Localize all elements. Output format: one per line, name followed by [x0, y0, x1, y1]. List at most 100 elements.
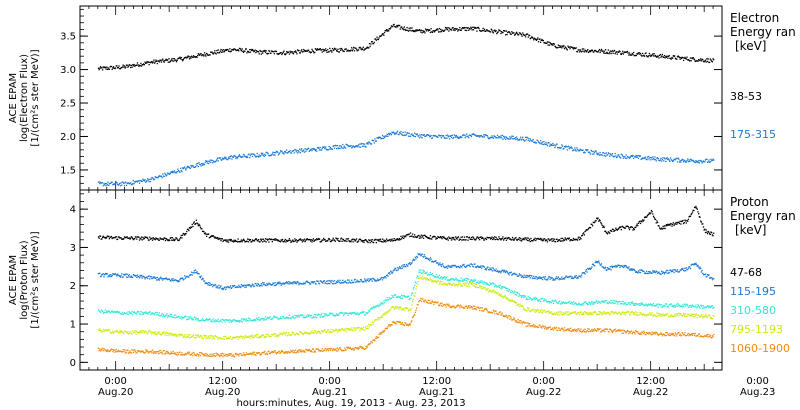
data-point — [433, 261, 435, 263]
data-point — [656, 157, 659, 159]
data-point — [472, 265, 474, 268]
data-point — [576, 303, 579, 306]
data-point — [580, 235, 583, 237]
data-point — [497, 239, 499, 241]
data-point — [615, 51, 618, 53]
data-point — [164, 278, 167, 280]
data-point — [537, 299, 539, 302]
data-point — [303, 48, 305, 51]
data-point — [219, 286, 221, 288]
data-point — [241, 285, 243, 287]
data-point — [186, 57, 188, 59]
data-point — [425, 30, 427, 32]
data-point — [713, 278, 715, 280]
data-point — [604, 155, 607, 157]
data-point — [292, 281, 295, 284]
data-point — [439, 135, 441, 137]
data-point — [646, 55, 648, 57]
data-point — [407, 263, 410, 265]
data-point — [254, 49, 256, 51]
data-point — [368, 280, 370, 283]
data-point — [131, 183, 133, 186]
data-point — [203, 233, 206, 235]
data-point — [362, 239, 364, 242]
data-point — [592, 51, 594, 53]
data-point — [320, 240, 323, 242]
data-point — [305, 281, 307, 283]
data-point — [713, 159, 715, 161]
data-point — [442, 30, 445, 32]
data-point — [436, 276, 438, 278]
data-point — [498, 29, 500, 31]
data-point — [249, 285, 252, 287]
data-point — [620, 265, 622, 267]
data-point — [704, 59, 707, 61]
data-point — [705, 306, 707, 308]
data-point — [251, 155, 254, 158]
data-point — [169, 173, 171, 175]
data-point — [498, 237, 501, 240]
data-point — [372, 277, 374, 280]
data-point — [166, 238, 168, 241]
data-point — [345, 48, 347, 50]
data-point — [279, 52, 281, 54]
data-point — [179, 171, 181, 173]
data-point — [275, 50, 277, 52]
data-point — [504, 270, 506, 273]
data-point — [227, 285, 229, 288]
data-point — [126, 182, 128, 185]
data-point — [162, 315, 164, 318]
data-point — [217, 49, 219, 51]
data-point — [535, 276, 537, 278]
data-point — [674, 223, 677, 225]
data-point — [609, 268, 611, 270]
data-point — [341, 147, 343, 149]
data-point — [134, 65, 136, 67]
data-point — [362, 46, 364, 48]
data-point — [401, 238, 403, 240]
data-point — [602, 152, 604, 154]
data-point — [362, 143, 364, 145]
data-point — [525, 139, 527, 141]
data-point — [463, 278, 465, 280]
data-point — [402, 131, 404, 134]
legend-unit: [keV] — [735, 39, 766, 53]
data-point — [622, 266, 625, 268]
data-point — [338, 314, 340, 316]
data-point — [129, 312, 131, 315]
data-point — [425, 257, 427, 259]
data-point — [283, 317, 285, 319]
data-point — [571, 303, 573, 305]
data-point — [626, 155, 629, 158]
data-point — [542, 143, 544, 146]
data-point — [130, 312, 132, 315]
data-point — [348, 312, 351, 315]
data-point — [398, 24, 400, 27]
data-point — [651, 305, 653, 307]
data-point — [698, 268, 701, 270]
data-point — [488, 137, 490, 140]
data-point — [630, 269, 632, 271]
data-point — [207, 54, 209, 56]
data-point — [418, 253, 421, 255]
data-point — [593, 153, 595, 155]
data-point — [459, 238, 461, 240]
data-point — [471, 29, 473, 31]
data-point — [339, 147, 341, 150]
data-point — [550, 144, 552, 147]
data-point — [673, 306, 675, 308]
data-point — [231, 156, 234, 158]
data-point — [192, 272, 195, 274]
data-point — [101, 67, 103, 69]
data-point — [258, 241, 260, 243]
data-point — [173, 238, 175, 240]
data-point — [264, 154, 267, 157]
data-point — [348, 281, 351, 283]
data-point — [522, 237, 525, 240]
data-point — [122, 276, 124, 278]
data-point — [114, 237, 116, 239]
data-point — [110, 332, 113, 334]
data-point — [572, 47, 574, 49]
data-point — [176, 279, 178, 282]
data-point — [656, 220, 658, 222]
